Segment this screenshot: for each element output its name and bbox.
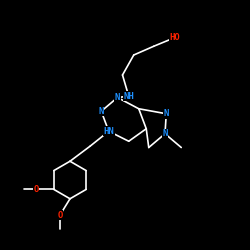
Text: O: O bbox=[34, 185, 39, 194]
Text: HN: HN bbox=[104, 127, 114, 136]
Text: N: N bbox=[162, 129, 168, 138]
Text: N: N bbox=[115, 93, 120, 102]
Text: HO: HO bbox=[170, 33, 180, 42]
Text: N: N bbox=[164, 109, 169, 118]
Text: NH: NH bbox=[124, 92, 134, 101]
Text: O: O bbox=[57, 210, 63, 220]
Text: N: N bbox=[98, 107, 104, 116]
